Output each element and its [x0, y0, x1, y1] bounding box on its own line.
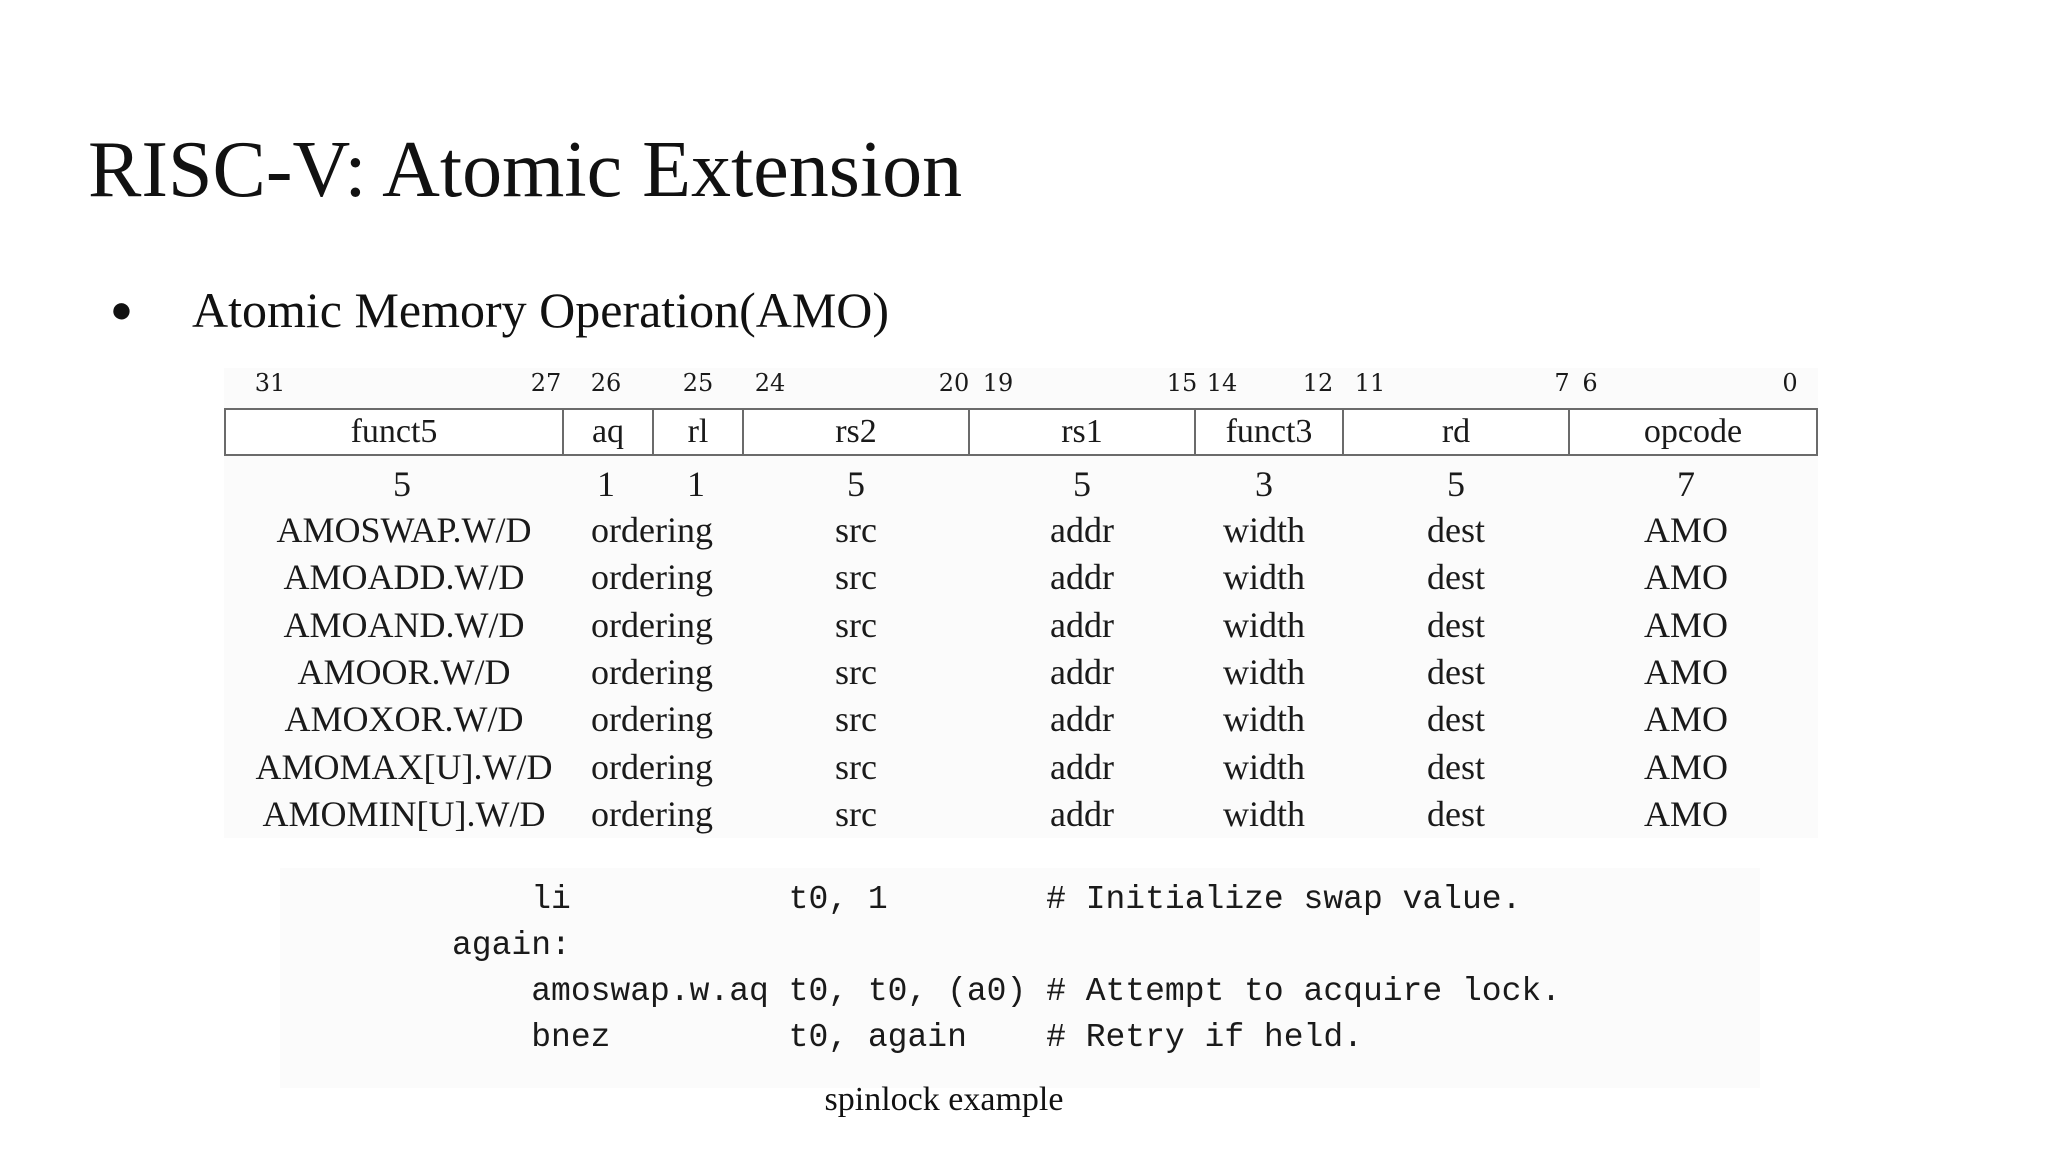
instruction-field-value: AMO: [1643, 651, 1729, 692]
field-name-label: funct5: [350, 413, 438, 450]
bit-position-label: 20: [938, 369, 970, 397]
instruction-field-value: addr: [1050, 746, 1114, 787]
instruction-field-value: dest: [1427, 604, 1485, 645]
field-rs2: rs2: [742, 408, 970, 456]
bit-position-label: 11: [1354, 369, 1386, 397]
instruction-field-value: width: [1222, 510, 1306, 550]
bit-position-label: 31: [254, 369, 286, 397]
instruction-field-value: dest: [1427, 557, 1485, 598]
instruction-field-value: ordering: [591, 557, 713, 598]
slide-title: RISC-V: Atomic Extension: [88, 126, 963, 214]
instruction-field-value: src: [835, 510, 877, 550]
bit-position-label: 0: [1782, 369, 1798, 397]
field-width-value: 5: [1447, 464, 1465, 504]
bit-position-label: 15: [1166, 369, 1198, 397]
bullet-dot-icon: ●: [110, 289, 133, 331]
bit-position-label: 24: [754, 369, 786, 397]
bit-position-label: 7: [1554, 369, 1570, 397]
instruction-name: AMOXOR.W/D: [284, 699, 524, 740]
field-width-value: 5: [393, 464, 411, 504]
field-rd: rd: [1342, 408, 1570, 456]
instruction-field-value: src: [835, 699, 877, 740]
field-opcode: opcode: [1568, 408, 1818, 456]
instruction-field-value: ordering: [591, 699, 713, 740]
instruction-field-value: src: [835, 651, 877, 692]
instruction-field-value: dest: [1427, 793, 1485, 834]
instruction-field-value: AMO: [1643, 746, 1729, 787]
instruction-field-value: width: [1222, 557, 1306, 598]
instruction-field-value: addr: [1050, 510, 1114, 550]
instruction-field-value: width: [1222, 651, 1306, 692]
field-aq: aq: [562, 408, 654, 456]
field-width-value: 1: [597, 464, 615, 504]
bit-position-label: 14: [1206, 369, 1238, 397]
field-name-label: rs2: [835, 413, 877, 450]
amo-encoding-figure: 31 27 26 25 24 20 19 15 14 12 11 7 6 0 funct5 aq rl rs2 rs…: [224, 368, 1818, 838]
instruction-name: AMOMAX[U].W/D: [255, 746, 553, 787]
bit-position-label: 25: [682, 369, 714, 397]
field-width-value: 1: [687, 464, 705, 504]
field-width-value: 3: [1255, 464, 1273, 504]
instruction-name: AMOAND.W/D: [283, 604, 525, 645]
instruction-field-value: AMO: [1643, 510, 1729, 550]
instruction-name: AMOSWAP.W/D: [276, 510, 532, 550]
instruction-field-value: src: [835, 746, 877, 787]
instruction-field-value: ordering: [591, 746, 713, 787]
code-line: bnez t0, again # Retry if held.: [452, 1019, 1363, 1056]
instruction-name: AMOMIN[U].W/D: [262, 793, 546, 834]
instruction-field-value: AMO: [1643, 793, 1729, 834]
code-line: again:: [452, 927, 571, 964]
bit-position-label: 27: [530, 369, 562, 397]
instruction-field-value: AMO: [1643, 699, 1729, 740]
instruction-field-value: width: [1222, 604, 1306, 645]
instruction-field-value: width: [1222, 746, 1306, 787]
bit-position-label: 12: [1302, 369, 1334, 397]
bit-position-label: 19: [982, 369, 1014, 397]
bit-position-label: 26: [590, 369, 622, 397]
instruction-field-value: dest: [1427, 746, 1485, 787]
instruction-name: AMOADD.W/D: [283, 557, 525, 598]
field-name-label: opcode: [1643, 413, 1743, 450]
instruction-field-value: src: [835, 557, 877, 598]
instruction-field-value: width: [1222, 699, 1306, 740]
code-line: amoswap.w.aq t0, t0, (a0) # Attempt to a…: [452, 973, 1561, 1010]
field-rs1: rs1: [968, 408, 1196, 456]
bullet-text: Atomic Memory Operation(AMO): [192, 282, 890, 338]
instruction-field-value: ordering: [591, 793, 713, 834]
field-width-value: 5: [1073, 464, 1091, 504]
field-funct3: funct3: [1194, 408, 1344, 456]
code-line: li t0, 1 # Initialize swap value.: [452, 881, 1522, 918]
instruction-field-value: ordering: [591, 510, 713, 550]
field-name-label: rl: [687, 413, 709, 450]
instruction-field-value: width: [1222, 793, 1306, 834]
field-width-value: 5: [847, 464, 865, 504]
instruction-field-value: AMO: [1643, 604, 1729, 645]
field-name-label: rd: [1441, 413, 1471, 450]
field-width-value: 7: [1677, 464, 1695, 504]
instruction-field-value: src: [835, 604, 877, 645]
field-name-label: funct3: [1225, 413, 1313, 450]
instruction-field-value: addr: [1050, 604, 1114, 645]
instruction-field-value: dest: [1427, 699, 1485, 740]
instruction-field-value: dest: [1427, 510, 1485, 550]
field-name-label: aq: [591, 413, 625, 450]
bit-position-label: 6: [1582, 369, 1598, 397]
instruction-field-value: AMO: [1643, 557, 1729, 598]
instruction-field-value: src: [835, 793, 877, 834]
instruction-field-value: ordering: [591, 651, 713, 692]
field-rl: rl: [652, 408, 744, 456]
figure-caption: spinlock example: [824, 1081, 1064, 1118]
instruction-field-value: ordering: [591, 604, 713, 645]
field-funct5: funct5: [224, 408, 564, 456]
instruction-field-value: addr: [1050, 793, 1114, 834]
field-name-label: rs1: [1061, 413, 1103, 450]
spinlock-code-block: li t0, 1 # Initialize swap value. again: …: [280, 868, 1760, 1088]
instruction-field-value: addr: [1050, 699, 1114, 740]
instruction-field-value: dest: [1427, 651, 1485, 692]
instruction-field-value: addr: [1050, 651, 1114, 692]
instruction-name: AMOOR.W/D: [297, 651, 511, 692]
instruction-field-value: addr: [1050, 557, 1114, 598]
